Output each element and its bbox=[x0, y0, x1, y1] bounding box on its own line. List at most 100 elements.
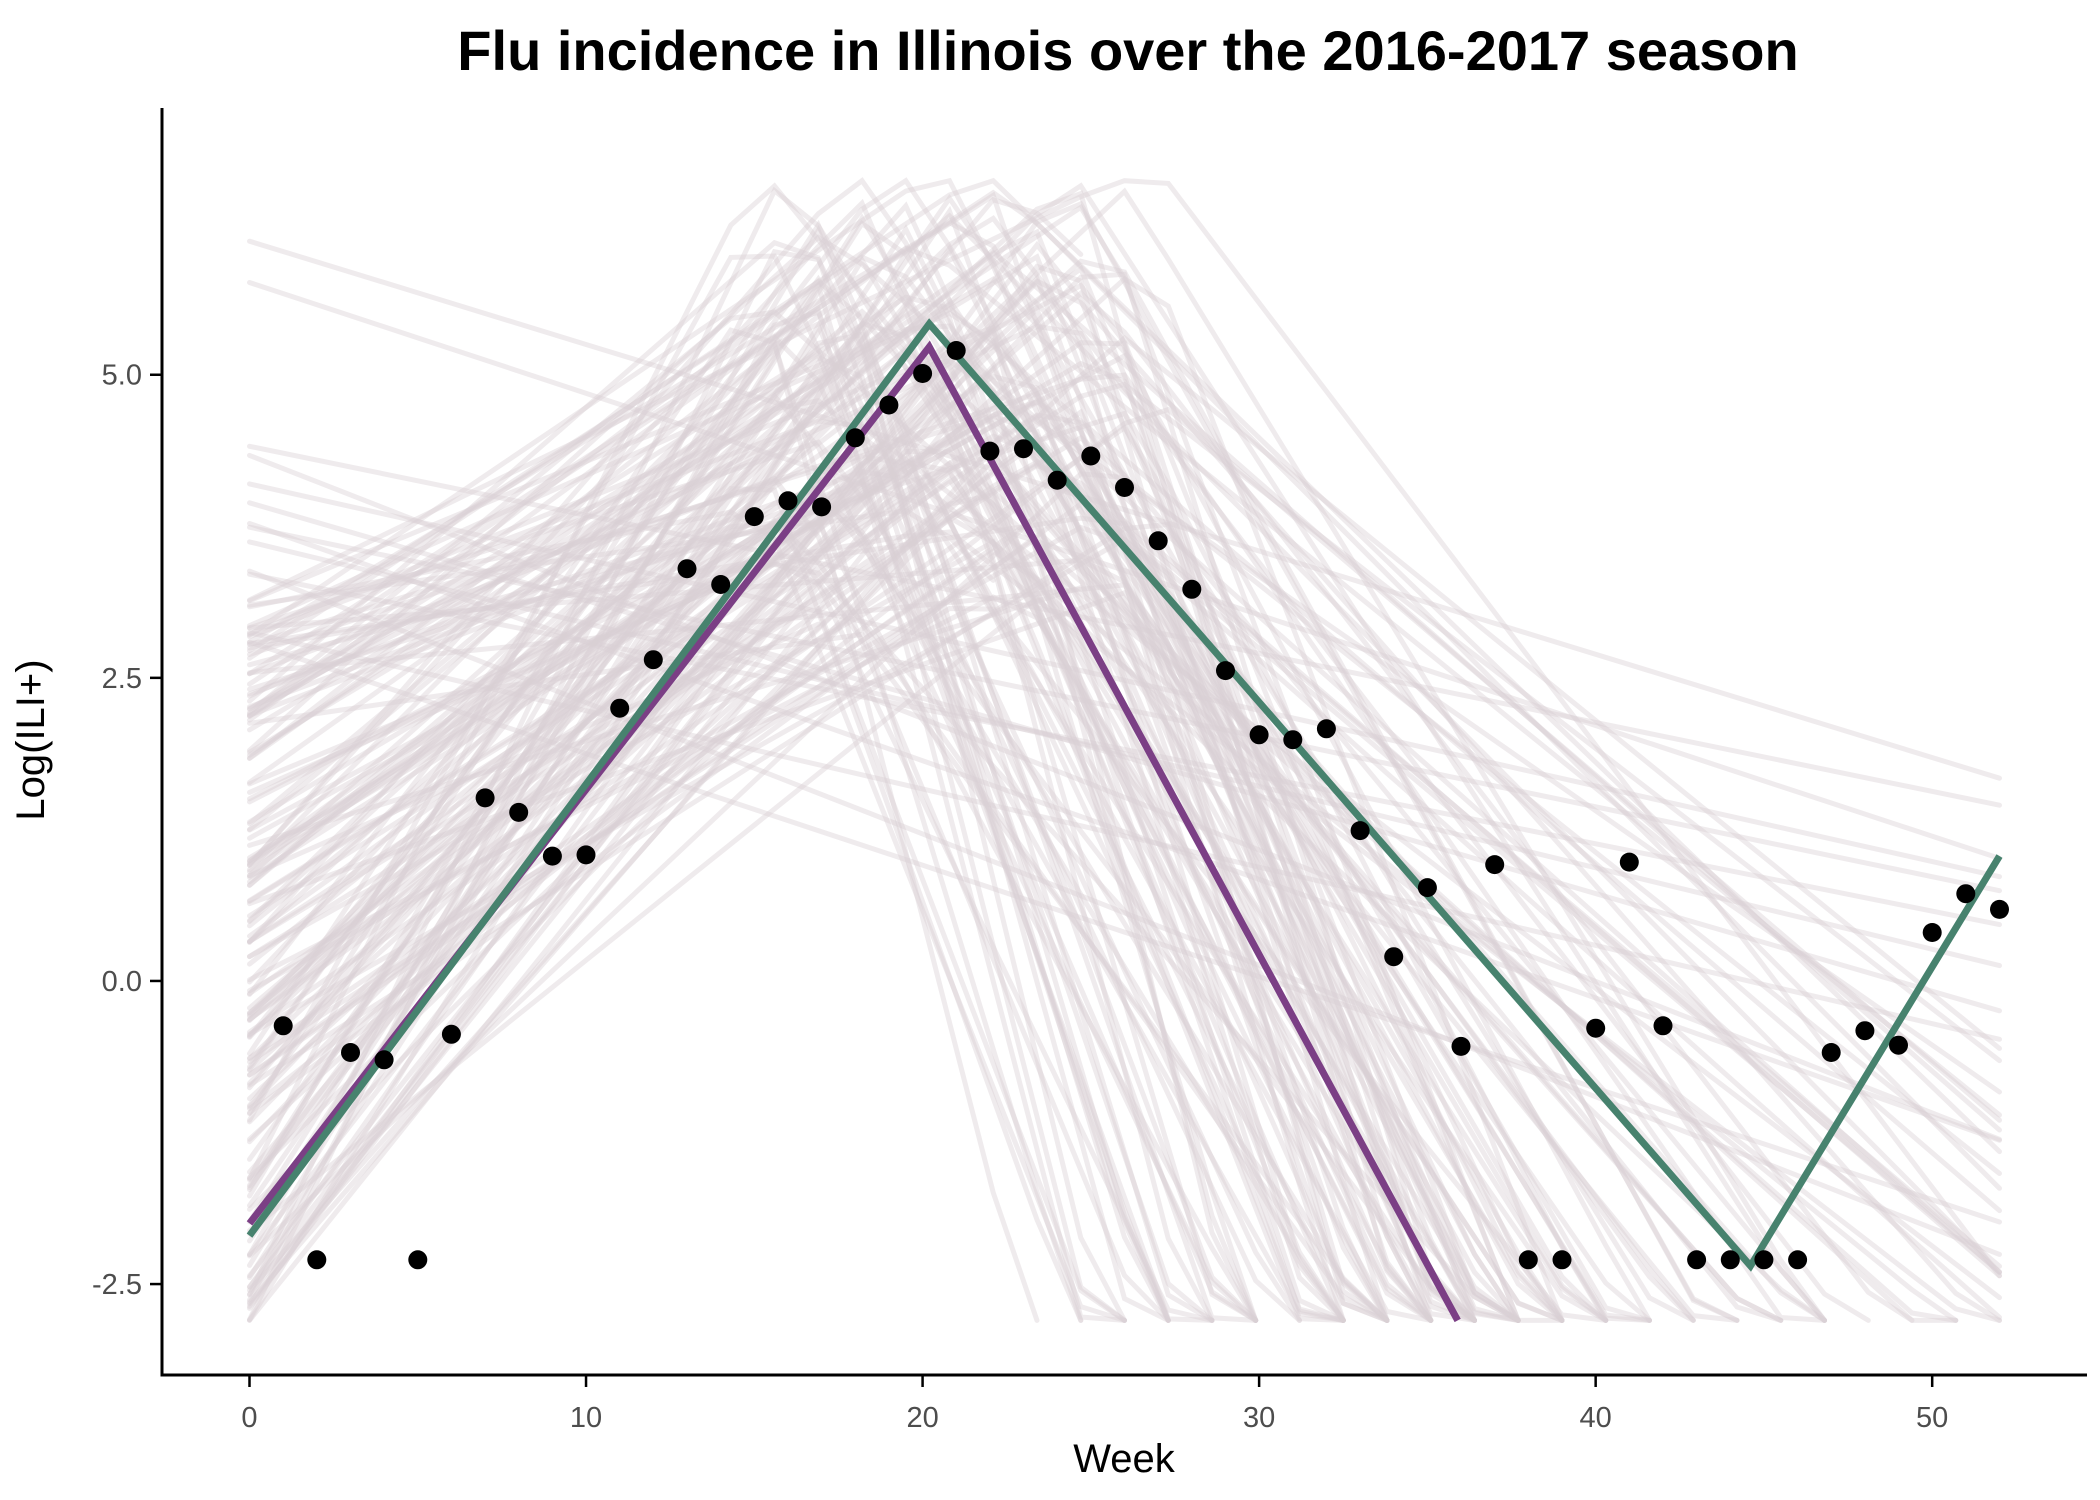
sample-line bbox=[247, 323, 1784, 1323]
data-point bbox=[778, 491, 798, 511]
sample-line bbox=[247, 500, 2002, 1014]
sample-line bbox=[247, 410, 1609, 1323]
sample-line bbox=[247, 189, 2002, 1155]
sample-line bbox=[247, 408, 1521, 1323]
data-point bbox=[1081, 446, 1101, 466]
sample-line bbox=[247, 193, 1521, 1323]
sample-line bbox=[247, 177, 1477, 1323]
sample-line bbox=[247, 240, 1477, 1323]
data-point bbox=[1216, 661, 1235, 681]
sample-line bbox=[247, 605, 1609, 1323]
sample-line bbox=[247, 354, 1171, 1323]
sample-line bbox=[247, 324, 1521, 1323]
sample-line bbox=[247, 333, 1259, 1323]
sample-line bbox=[247, 500, 1521, 1323]
sample-line bbox=[247, 406, 2002, 1123]
sample-line bbox=[247, 509, 1127, 1323]
sample-line bbox=[247, 364, 1346, 1323]
data-point bbox=[509, 802, 529, 822]
data-point bbox=[812, 497, 832, 517]
sample-line bbox=[247, 441, 1215, 1323]
sample-line bbox=[247, 320, 1171, 1323]
data-point bbox=[542, 846, 562, 866]
sample-line bbox=[247, 621, 821, 879]
sample-line bbox=[247, 203, 1521, 1323]
sample-line bbox=[247, 559, 1215, 1323]
sample-line bbox=[247, 561, 1521, 1323]
sample-line bbox=[247, 557, 1652, 1323]
sample-line bbox=[247, 536, 1565, 1323]
sample-line bbox=[247, 220, 1609, 1323]
data-point bbox=[408, 1250, 428, 1270]
sample-line bbox=[247, 418, 2002, 1301]
data-point bbox=[1889, 1035, 1908, 1055]
sample-line bbox=[247, 271, 1477, 1323]
sample-line bbox=[247, 373, 1565, 1323]
sample-line bbox=[247, 198, 1346, 1323]
sample-line bbox=[247, 273, 1390, 1323]
sample-line bbox=[247, 309, 1302, 1323]
sample-line bbox=[247, 238, 2002, 781]
sample-line bbox=[247, 258, 1740, 1323]
sample-line bbox=[247, 539, 2002, 969]
data-point bbox=[913, 364, 933, 383]
sample-line bbox=[247, 605, 1127, 1323]
sample-line bbox=[247, 249, 2002, 1133]
data-point bbox=[879, 395, 899, 415]
data-point bbox=[1720, 1250, 1740, 1270]
sample-line bbox=[247, 228, 1477, 1323]
x-tick-label: 10 bbox=[570, 1402, 602, 1434]
sample-line bbox=[247, 452, 2002, 1142]
sample-line bbox=[247, 196, 1084, 1091]
sample-line bbox=[247, 279, 1127, 1323]
sample-line bbox=[247, 276, 1477, 1323]
sample-line bbox=[247, 352, 1784, 1323]
fit-lines bbox=[246, 318, 2003, 1323]
sample-line bbox=[247, 190, 1434, 1323]
sample-line bbox=[247, 568, 2002, 1257]
axes bbox=[160, 108, 2087, 1377]
sample-line bbox=[247, 381, 2002, 1064]
sample-line bbox=[247, 455, 1434, 1323]
sample-line bbox=[247, 294, 2002, 1214]
sample-line bbox=[247, 486, 1084, 1323]
sample-line bbox=[247, 571, 2002, 928]
sample-line bbox=[247, 275, 1565, 1323]
sample-line bbox=[247, 424, 1434, 1323]
sample-line bbox=[247, 459, 1434, 1323]
sample-line bbox=[247, 340, 1084, 1323]
data-point bbox=[1552, 1250, 1572, 1270]
chart-title: Flu incidence in Illinois over the 2016-… bbox=[457, 19, 1798, 82]
data-point bbox=[1788, 1250, 1808, 1270]
y-tick-label: 0.0 bbox=[102, 966, 142, 998]
data-point bbox=[1855, 1021, 1875, 1041]
data-point bbox=[610, 698, 630, 718]
sample-line bbox=[247, 309, 1959, 1323]
sample-line bbox=[247, 177, 1434, 1323]
sample-line bbox=[247, 263, 1390, 1323]
sample-line bbox=[247, 435, 1215, 1323]
data-point bbox=[1485, 855, 1505, 875]
data-point bbox=[1148, 531, 1168, 551]
data-point bbox=[1014, 439, 1033, 459]
data-point bbox=[1350, 821, 1370, 841]
x-tick-label: 40 bbox=[1580, 1402, 1612, 1434]
sample-line bbox=[247, 219, 1259, 1323]
y-axis-title: Log(ILI+) bbox=[9, 659, 53, 820]
data-point bbox=[711, 575, 731, 594]
data-point bbox=[643, 650, 663, 670]
data-point bbox=[1316, 719, 1336, 739]
data-point bbox=[1990, 899, 2009, 919]
data-point bbox=[946, 341, 966, 360]
sample-line bbox=[247, 584, 1521, 1323]
sample-line bbox=[247, 320, 1390, 1323]
data-point bbox=[1182, 579, 1202, 599]
sample-line bbox=[247, 390, 1652, 1323]
sample-line bbox=[247, 372, 1827, 1323]
x-tick-label: 0 bbox=[241, 1402, 257, 1434]
data-point bbox=[1956, 884, 1976, 904]
sample-line bbox=[247, 639, 2002, 1225]
sample-line bbox=[247, 486, 1477, 1323]
sample-line bbox=[247, 255, 1477, 1323]
